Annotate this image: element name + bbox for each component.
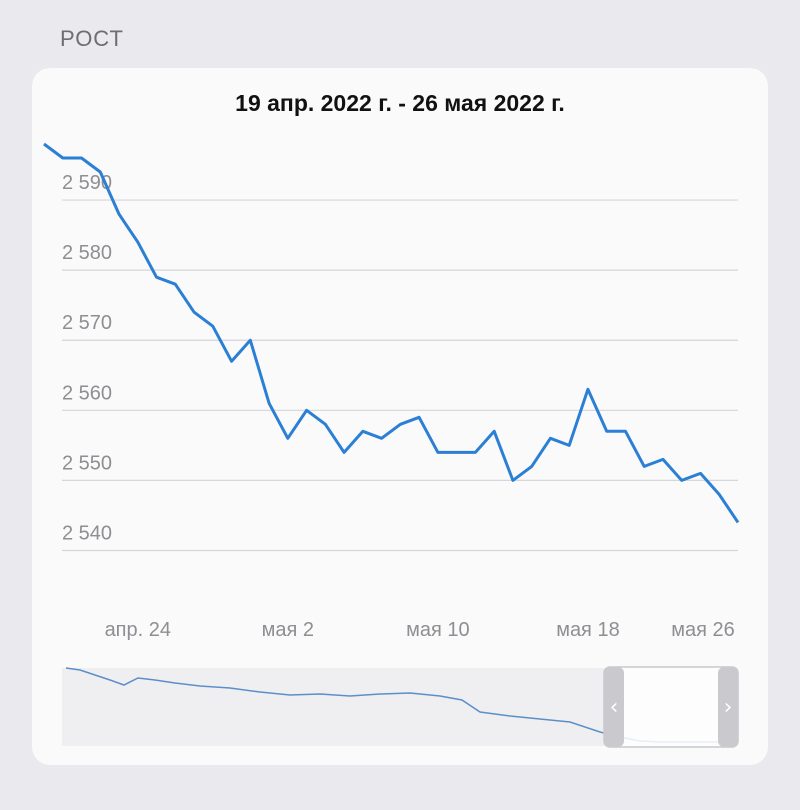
y-tick-label: 2 580 <box>62 242 112 264</box>
x-tick-label: мая 26 <box>671 619 735 641</box>
navigator-left-handle[interactable] <box>604 667 624 747</box>
left-handle-chevron: ‹ <box>610 695 619 720</box>
x-tick-label: апр. 24 <box>105 619 171 641</box>
range-navigator[interactable]: ‹ › <box>62 666 739 748</box>
x-tick-label: мая 10 <box>406 619 470 641</box>
navigator-right-handle[interactable] <box>718 667 738 747</box>
chart-title: 19 апр. 2022 г. - 26 мая 2022 г. <box>235 90 565 116</box>
y-tick-label: 2 540 <box>62 522 112 544</box>
right-handle-chevron: › <box>724 695 733 720</box>
series-line <box>43 142 740 524</box>
x-tick-label: мая 2 <box>262 619 314 641</box>
grid-lines <box>62 199 738 552</box>
chart-card <box>32 68 768 765</box>
navigator-selection[interactable] <box>603 666 739 748</box>
y-tick-label: 2 590 <box>62 172 112 194</box>
section-label: РОСТ <box>60 26 124 51</box>
y-tick-label: 2 570 <box>62 312 112 334</box>
x-tick-label: мая 18 <box>556 619 620 641</box>
x-axis-ticks: апр. 24 мая 2 мая 10 мая 18 мая 26 <box>105 619 735 641</box>
y-tick-label: 2 560 <box>62 382 112 404</box>
y-axis-ticks: 2 590 2 580 2 570 2 560 2 550 2 540 <box>62 172 112 544</box>
y-tick-label: 2 550 <box>62 452 112 474</box>
